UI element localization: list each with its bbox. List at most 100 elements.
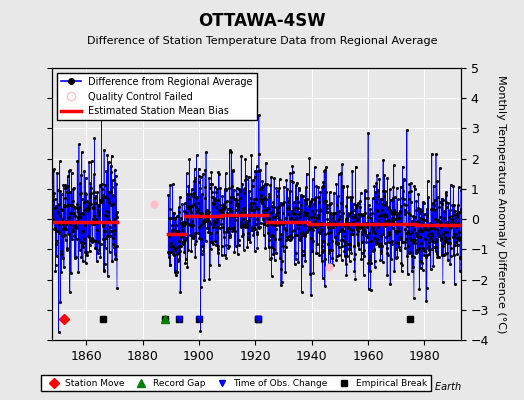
- Point: [414, 191, 422, 198]
- Point: [269, 198, 278, 205]
- Point: [435, 199, 444, 206]
- Point: [165, 233, 173, 239]
- Point: [226, 199, 234, 205]
- Point: [258, 196, 267, 202]
- Point: [184, 192, 192, 198]
- Point: [359, 222, 368, 229]
- Point: [435, 165, 444, 172]
- Point: [454, 220, 463, 226]
- Point: [421, 211, 429, 217]
- Point: [88, 220, 96, 227]
- Point: [455, 237, 463, 243]
- Point: [190, 201, 199, 207]
- Point: [205, 181, 214, 188]
- Point: [454, 184, 463, 190]
- Point: [62, 221, 70, 228]
- Point: [217, 213, 225, 220]
- Point: [235, 237, 243, 243]
- Point: [415, 245, 423, 252]
- Point: [441, 189, 450, 196]
- Point: [412, 232, 421, 238]
- Point: [199, 219, 207, 226]
- Point: [194, 166, 203, 172]
- Point: [202, 149, 210, 156]
- Point: [238, 222, 246, 229]
- Point: [357, 224, 365, 230]
- Point: [222, 186, 230, 192]
- Point: [398, 238, 407, 245]
- Point: [54, 209, 62, 215]
- Point: [173, 244, 182, 251]
- Point: [409, 254, 418, 260]
- Point: [311, 218, 319, 224]
- Point: [403, 270, 412, 277]
- Point: [83, 204, 92, 211]
- Point: [434, 254, 443, 260]
- Point: [365, 202, 373, 208]
- Point: [64, 202, 73, 208]
- Point: [331, 222, 340, 228]
- Point: [289, 178, 297, 185]
- Point: [234, 242, 243, 248]
- Point: [257, 185, 266, 191]
- Point: [275, 222, 283, 228]
- Point: [77, 239, 85, 246]
- Point: [309, 227, 318, 233]
- Point: [63, 173, 72, 179]
- Point: [366, 211, 374, 218]
- Point: [207, 238, 215, 245]
- Point: [80, 236, 89, 242]
- Point: [94, 208, 102, 215]
- Point: [333, 240, 341, 246]
- Point: [211, 197, 220, 203]
- Point: [376, 257, 385, 264]
- Point: [383, 245, 391, 251]
- Point: [171, 215, 179, 221]
- Point: [238, 180, 246, 187]
- Point: [60, 232, 69, 238]
- Point: [276, 217, 285, 223]
- Point: [422, 298, 430, 304]
- Point: [300, 196, 309, 203]
- Point: [378, 259, 387, 265]
- Point: [244, 230, 252, 236]
- Point: [417, 258, 425, 264]
- Point: [220, 234, 228, 240]
- Point: [397, 220, 405, 226]
- Point: [94, 239, 103, 246]
- Point: [282, 204, 291, 211]
- Point: [175, 242, 183, 249]
- Point: [96, 182, 104, 188]
- Point: [444, 239, 453, 246]
- Point: [392, 239, 400, 246]
- Point: [227, 208, 235, 214]
- Point: [83, 251, 91, 258]
- Point: [345, 210, 353, 217]
- Point: [111, 167, 119, 173]
- Point: [220, 206, 228, 212]
- Point: [323, 204, 331, 211]
- Point: [389, 184, 397, 190]
- Point: [78, 242, 86, 248]
- Point: [254, 224, 263, 230]
- Point: [196, 210, 204, 216]
- Point: [442, 204, 451, 210]
- Point: [185, 206, 194, 213]
- Point: [384, 230, 392, 236]
- Point: [69, 198, 78, 204]
- Point: [216, 202, 224, 208]
- Point: [217, 204, 226, 211]
- Point: [278, 201, 287, 207]
- Point: [91, 199, 100, 206]
- Point: [403, 253, 411, 259]
- Point: [332, 257, 341, 263]
- Point: [335, 252, 343, 258]
- Point: [281, 269, 289, 276]
- Point: [263, 212, 271, 219]
- Point: [111, 227, 119, 233]
- Point: [215, 214, 224, 220]
- Point: [419, 247, 428, 253]
- Point: [253, 245, 261, 251]
- Point: [420, 252, 428, 258]
- Point: [85, 248, 94, 254]
